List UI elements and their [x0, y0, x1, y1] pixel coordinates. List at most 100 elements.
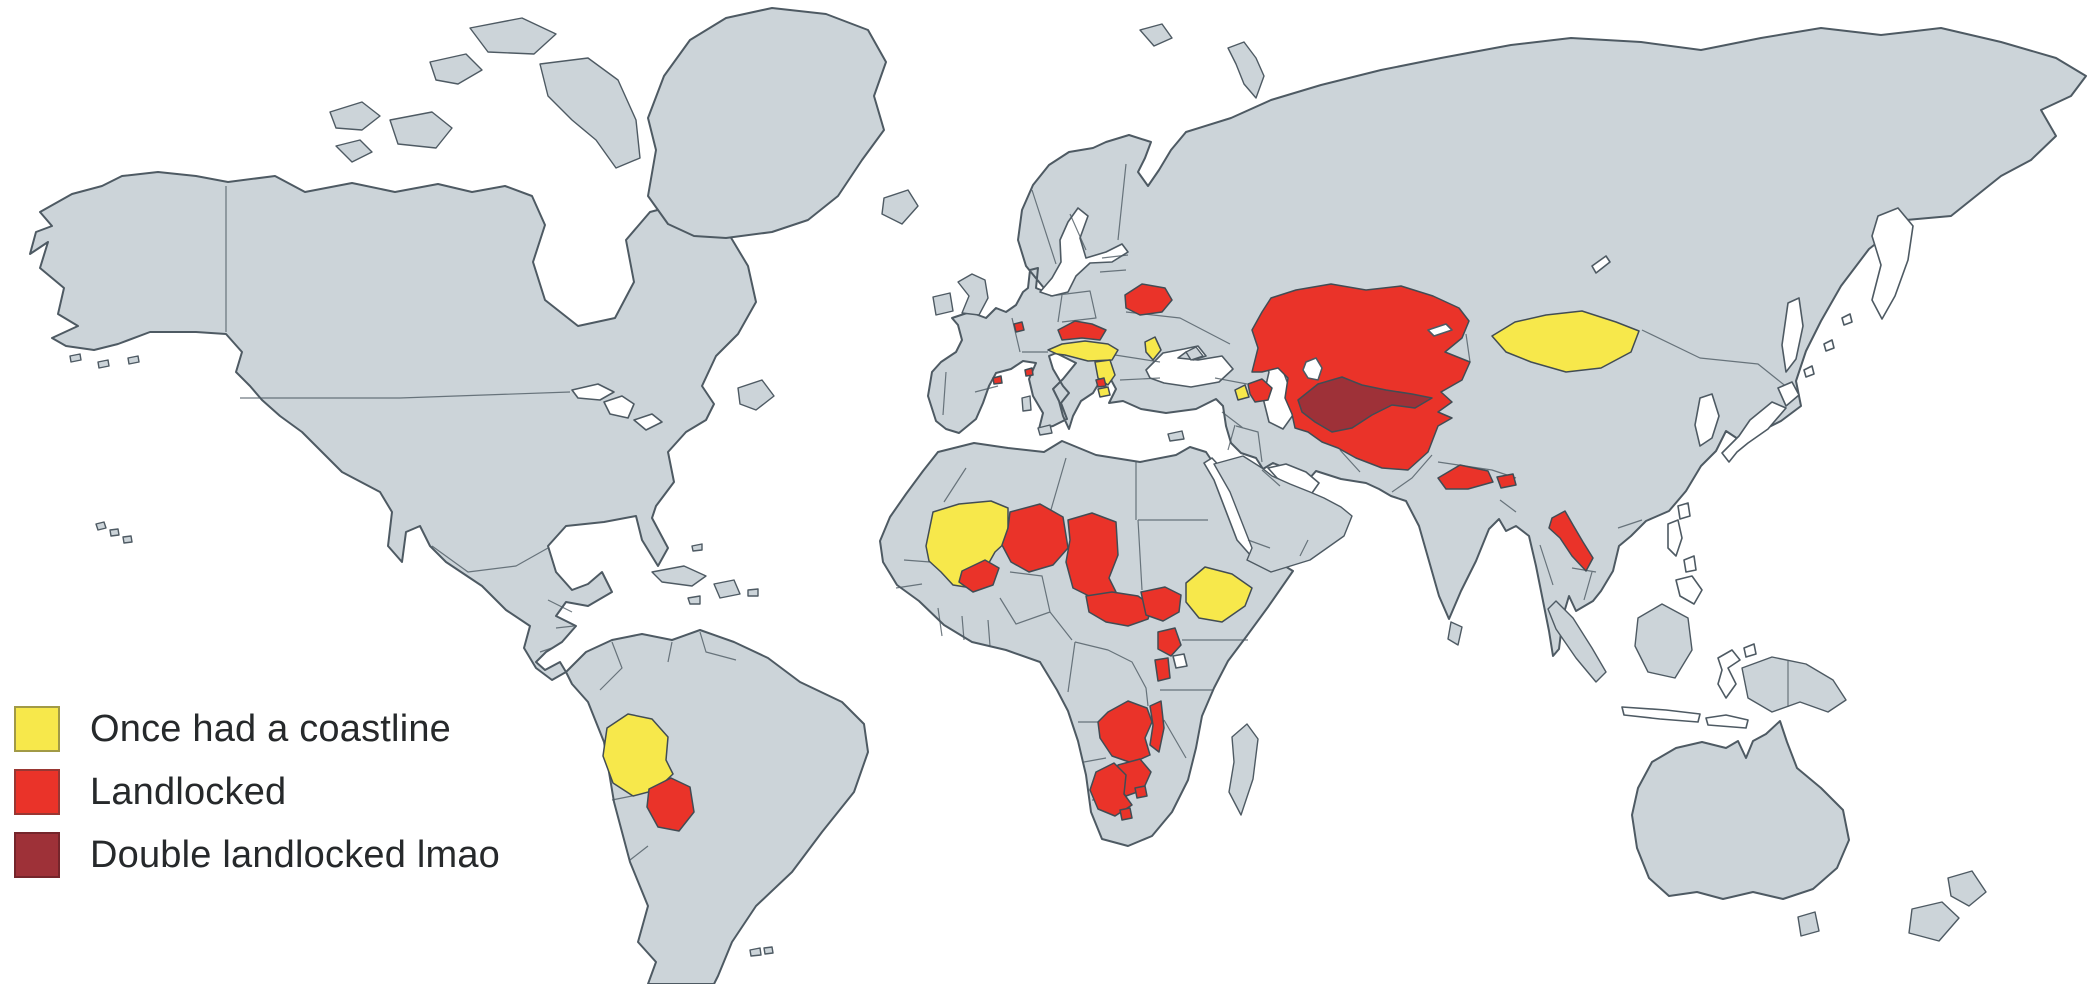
island-tasmania [1797, 911, 1820, 937]
island-svalbard [1139, 23, 1173, 47]
island-java [1621, 706, 1701, 723]
island-new-zealand-south [1908, 901, 1960, 942]
island-ireland [932, 292, 954, 316]
country-andorra [992, 375, 1003, 385]
baltic-sea [1039, 207, 1129, 297]
country-mali [925, 500, 1009, 589]
island-sumatra [1547, 600, 1607, 683]
island-kurils [1803, 313, 1853, 378]
island-bahamas [691, 543, 703, 552]
landmass-south-america [565, 629, 869, 984]
landmass-greenland [647, 7, 887, 239]
legend-item-double-landlocked: Double landlocked lmao [14, 832, 500, 878]
island-arctic-5 [429, 53, 483, 85]
country-eswatini [1134, 785, 1148, 799]
country-bhutan [1496, 473, 1517, 489]
island-jamaica [687, 595, 701, 605]
island-madagascar [1228, 723, 1259, 816]
legend-label-double-landlocked: Double landlocked lmao [90, 834, 500, 876]
country-azerbaijan [1247, 378, 1273, 403]
island-arctic-3 [469, 17, 557, 55]
legend-swatch-dark-red [14, 832, 60, 878]
country-czechia-slovakia [1057, 320, 1107, 341]
island-cyprus [1167, 430, 1185, 442]
island-hawaii-1 [95, 521, 107, 531]
legend-item-once-had-coastline: Once had a coastline [14, 706, 500, 752]
island-newfoundland [737, 379, 775, 411]
country-central-african-republic [1085, 591, 1153, 627]
country-chad [1065, 512, 1119, 599]
country-zambia [1097, 700, 1153, 764]
island-novaya-zemlya [1227, 41, 1265, 99]
country-luxembourg [1013, 321, 1025, 333]
country-monaco [1024, 367, 1034, 377]
country-ethiopia [1185, 566, 1253, 623]
island-arctic-6 [335, 139, 373, 163]
island-new-zealand-north [1947, 870, 1987, 907]
island-puerto-rico [747, 588, 759, 597]
peninsula-korea [1694, 393, 1720, 447]
landmass-north-america [29, 171, 757, 681]
country-austria-hungary [1047, 340, 1119, 362]
island-iceland [881, 189, 919, 225]
country-malawi [1149, 700, 1165, 753]
aral-sea [1302, 357, 1323, 381]
island-borneo [1634, 603, 1693, 679]
country-laos [1548, 510, 1594, 572]
legend-swatch-yellow [14, 706, 60, 752]
island-japan-hokkaido [1777, 381, 1800, 407]
island-japan-honshu [1721, 401, 1787, 463]
country-uganda [1157, 627, 1182, 657]
country-nepal [1437, 464, 1494, 490]
country-armenia [1234, 384, 1250, 401]
island-philippines [1667, 519, 1703, 605]
island-moluccas-timor [1705, 643, 1757, 729]
country-mongolia [1491, 310, 1640, 373]
border-us-canada [240, 391, 571, 399]
island-sulawesi [1717, 649, 1741, 699]
island-arctic-2 [389, 111, 453, 149]
landmass-australia [1631, 720, 1850, 900]
peninsula-kamchatka [1871, 207, 1914, 320]
island-new-guinea [1741, 656, 1847, 713]
lake-balkhash [1427, 323, 1453, 337]
country-north-macedonia [1097, 386, 1111, 398]
country-rwanda-burundi [1154, 657, 1171, 682]
island-cuba [651, 565, 707, 587]
country-kosovo [1095, 377, 1107, 388]
borders-middle-east [1221, 411, 1361, 557]
island-falklands [749, 946, 774, 957]
lake-michigan-huron [603, 395, 635, 419]
lake-erie-ontario [633, 413, 663, 431]
legend: Once had a coastline Landlocked Double l… [14, 706, 500, 878]
island-hawaii-3 [122, 535, 133, 544]
island-sakhalin [1781, 297, 1804, 373]
island-great-britain [957, 273, 989, 316]
country-burkina-faso [958, 559, 1000, 593]
country-botswana [1089, 762, 1133, 817]
black-sea [1145, 345, 1234, 388]
lake-superior [571, 383, 615, 401]
country-moldova [1144, 336, 1162, 361]
border-us-mexico [431, 545, 549, 573]
island-aleutians [69, 353, 140, 369]
island-sicily-sardinia [1021, 395, 1053, 436]
country-lesotho [1119, 807, 1133, 821]
country-south-sudan [1140, 586, 1182, 622]
island-sri-lanka [1447, 621, 1463, 646]
country-kazakhstan-turkmenistan-kyrgyzstan-tajikistan-afghanistan [1251, 283, 1471, 471]
borders-europe [942, 163, 1248, 416]
lake-victoria [1172, 653, 1188, 669]
country-niger [1001, 503, 1069, 573]
island-hispaniola [713, 579, 741, 599]
region-arabia [1213, 455, 1353, 573]
country-paraguay [646, 777, 695, 832]
island-crimea [1185, 346, 1204, 361]
island-arctic-1 [329, 101, 381, 131]
lake-baikal [1591, 255, 1611, 274]
island-hawaii-2 [109, 528, 120, 537]
island-arctic-4 [539, 57, 641, 169]
country-belarus [1124, 283, 1173, 316]
